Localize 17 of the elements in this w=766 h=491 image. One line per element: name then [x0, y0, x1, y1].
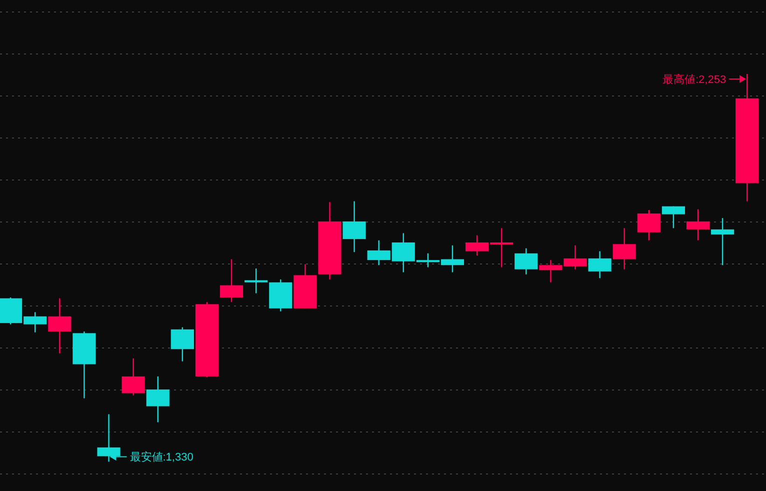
candlestick — [612, 228, 636, 270]
candlestick — [48, 298, 72, 354]
candlestick — [146, 376, 170, 423]
candlestick — [711, 217, 734, 266]
annotation: 最高値:2,253 — [662, 73, 726, 86]
candlestick — [170, 326, 194, 362]
candlestick — [514, 248, 538, 275]
candlestick — [244, 268, 268, 294]
candlestick — [122, 358, 145, 396]
candlestick — [588, 250, 612, 279]
candlestick — [686, 208, 710, 241]
candlestick — [637, 209, 660, 241]
candlestick — [220, 258, 244, 303]
candlestick — [662, 206, 685, 229]
annotation: 最安値:1,330 — [130, 450, 194, 464]
candlestick — [97, 414, 120, 462]
candlestick — [342, 200, 366, 253]
